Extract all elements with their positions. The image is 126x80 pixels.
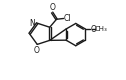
Text: O: O [34,46,39,55]
Text: N: N [29,19,35,28]
Text: CH₃: CH₃ [95,26,107,32]
Text: Cl: Cl [64,14,71,23]
Text: O: O [49,3,55,12]
Text: O: O [91,24,97,34]
